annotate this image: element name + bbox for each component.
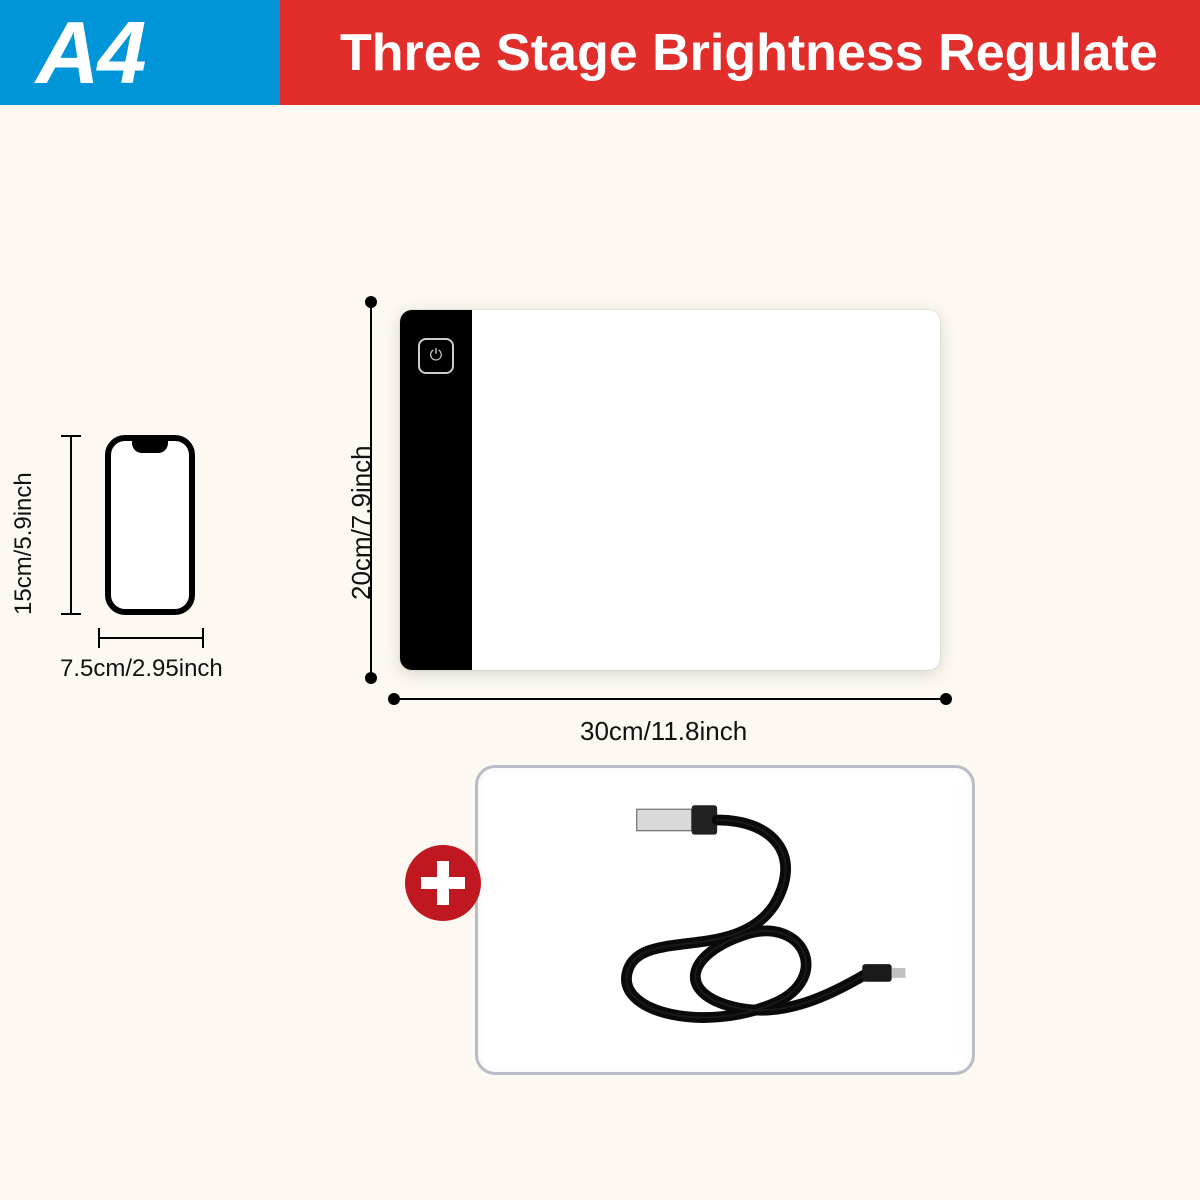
phone-height-bar [70, 435, 72, 615]
phone-width-bar [98, 637, 204, 639]
pad-width-label: 30cm/11.8inch [580, 716, 747, 747]
phone-outline [105, 435, 195, 615]
header-banner: A4 Three Stage Brightness Regulate [0, 0, 1200, 105]
plus-icon [405, 845, 481, 921]
pad-width-bar [394, 698, 946, 700]
led-pad: ⏻ [400, 310, 940, 670]
model-badge: A4 [36, 2, 145, 104]
pad-height-label: 20cm/7.9inch [346, 445, 377, 600]
phone-notch [132, 441, 168, 453]
header-title: Three Stage Brightness Regulate [340, 23, 1158, 83]
led-pad-bezel: ⏻ [400, 310, 472, 670]
phone-height-label: 15cm/5.9inch [10, 472, 38, 615]
power-icon: ⏻ [418, 338, 454, 374]
phone-width-label: 7.5cm/2.95inch [60, 655, 223, 683]
usb-cable-illustration [478, 768, 972, 1072]
diagram-stage: 15cm/5.9inch 7.5cm/2.95inch 20cm/7.9inch… [0, 105, 1200, 1200]
usb-cable-box [475, 765, 975, 1075]
